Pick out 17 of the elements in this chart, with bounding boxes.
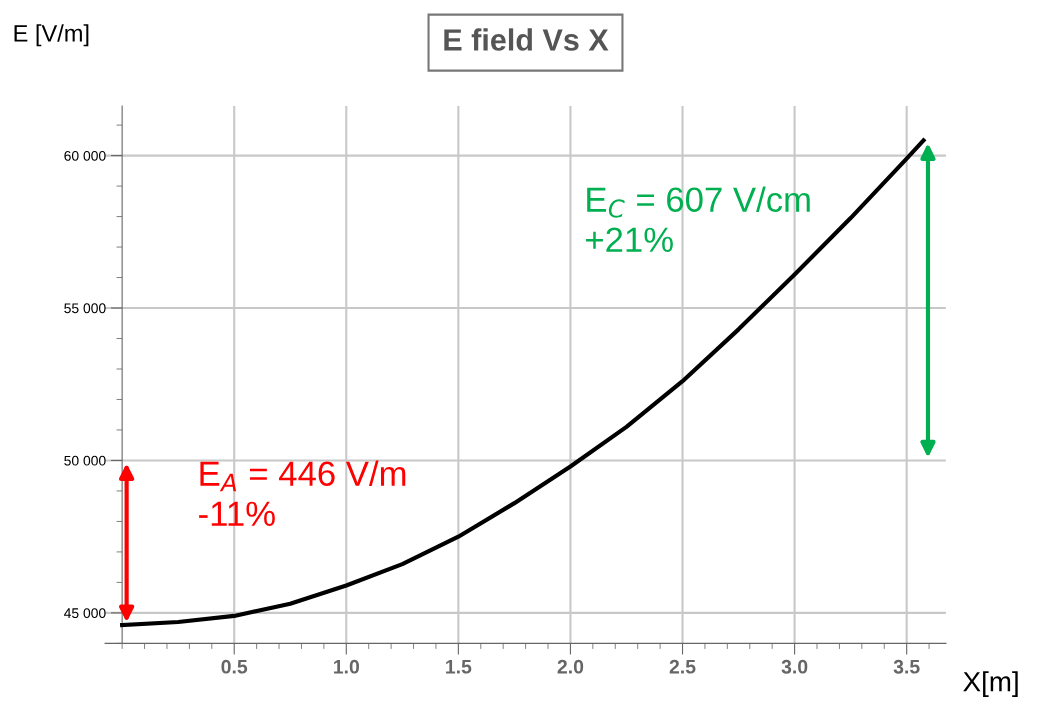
x-axis-title: X[m]: [963, 671, 1018, 698]
x-tick-label: 2.0: [557, 659, 584, 674]
x-tick-label: 1.5: [446, 660, 472, 674]
y-tick-label: 45 000: [64, 608, 106, 619]
y-tick-label: 60 000: [64, 150, 106, 161]
y-tick-label: 50 000: [64, 455, 106, 466]
x-tick-label: 3.0: [781, 659, 808, 674]
x-tick-label: 1.0: [334, 659, 360, 674]
y-axis-title: E [V/m]: [14, 24, 89, 47]
x-tick-label: 3.5: [893, 659, 920, 674]
annotation: E$_{A}$ = 446 V/m -11%: [199, 460, 406, 526]
x-tick-label: 2.5: [669, 659, 696, 674]
y-tick-label: 55 000: [64, 303, 106, 314]
line-series: [120, 138, 926, 628]
x-tick-label: 0.5: [221, 659, 248, 674]
chart-title: E field Vs X: [444, 28, 609, 51]
annotation: E$_{C}$ = 607 V/cm +21%: [586, 186, 810, 252]
